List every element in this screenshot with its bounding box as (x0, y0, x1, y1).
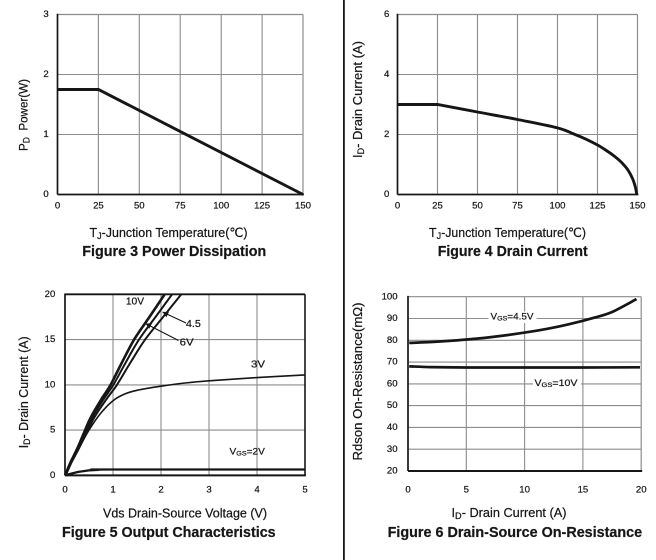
svg-text:TJ-Junction Temperature(℃): TJ-Junction Temperature(℃) (90, 225, 248, 242)
svg-text:ID- Drain Current (A): ID- Drain Current (A) (17, 336, 32, 448)
svg-text:75: 75 (175, 200, 186, 211)
svg-text:10: 10 (519, 484, 530, 495)
svg-text:Figure 5 Output Characteristic: Figure 5 Output Characteristics (62, 525, 276, 541)
svg-text:90: 90 (387, 313, 398, 324)
svg-text:60: 60 (387, 379, 398, 390)
svg-text:0: 0 (395, 200, 400, 211)
svg-text:ID- Drain Current (A): ID- Drain Current (A) (452, 505, 567, 522)
svg-text:1: 1 (43, 129, 48, 140)
svg-text:4: 4 (384, 69, 390, 80)
svg-text:6: 6 (384, 9, 389, 20)
svg-text:20: 20 (636, 484, 647, 495)
svg-text:25: 25 (432, 200, 443, 211)
svg-text:Vds Drain-Source Voltage (V): Vds Drain-Source Voltage (V) (103, 506, 267, 520)
svg-text:100: 100 (549, 200, 565, 211)
svg-text:2: 2 (384, 129, 389, 140)
svg-text:PD Power(W): PD Power(W) (17, 79, 32, 151)
svg-text:Rdson On-Resistance(mΩ): Rdson On-Resistance(mΩ) (350, 303, 365, 461)
svg-text:4.5: 4.5 (186, 319, 201, 330)
svg-text:20: 20 (387, 466, 398, 477)
svg-text:0: 0 (50, 470, 55, 481)
svg-text:3V: 3V (251, 360, 265, 371)
svg-text:5: 5 (50, 425, 55, 436)
svg-text:150: 150 (629, 200, 645, 211)
svg-text:VGS=10V: VGS=10V (535, 378, 579, 389)
svg-text:ID- Drain Current (A): ID- Drain Current (A) (350, 41, 366, 158)
svg-text:20: 20 (45, 289, 56, 300)
svg-text:0: 0 (384, 189, 389, 200)
svg-text:15: 15 (45, 334, 56, 345)
svg-text:125: 125 (254, 200, 270, 211)
svg-text:70: 70 (387, 357, 398, 368)
svg-text:150: 150 (295, 200, 311, 211)
svg-text:50: 50 (387, 400, 398, 411)
svg-text:10V: 10V (126, 296, 145, 307)
svg-text:15: 15 (578, 484, 589, 495)
svg-text:Figure 3 Power Dissipation: Figure 3 Power Dissipation (82, 244, 266, 260)
svg-text:30: 30 (387, 444, 398, 455)
svg-text:50: 50 (472, 200, 483, 211)
svg-text:VGS=4.5V: VGS=4.5V (491, 312, 535, 323)
svg-text:0: 0 (55, 200, 60, 211)
svg-text:10: 10 (45, 380, 56, 391)
svg-text:2: 2 (158, 484, 163, 495)
svg-text:5: 5 (464, 484, 469, 495)
svg-text:75: 75 (512, 200, 523, 211)
svg-text:0: 0 (405, 484, 410, 495)
svg-text:3: 3 (43, 9, 48, 20)
svg-text:1: 1 (110, 484, 115, 495)
svg-text:2: 2 (43, 69, 48, 80)
svg-text:TJ-Junction Temperature(℃): TJ-Junction Temperature(℃) (429, 225, 586, 242)
svg-text:Figure 4 Drain Current: Figure 4 Drain Current (438, 244, 588, 260)
svg-text:125: 125 (589, 200, 605, 211)
svg-text:100: 100 (213, 200, 229, 211)
svg-text:4: 4 (254, 484, 260, 495)
svg-text:100: 100 (382, 291, 398, 302)
svg-text:25: 25 (93, 200, 104, 211)
svg-text:VGS=2V: VGS=2V (230, 446, 266, 457)
svg-text:40: 40 (387, 422, 398, 433)
svg-text:6V: 6V (180, 338, 194, 349)
svg-text:80: 80 (387, 335, 398, 346)
svg-text:50: 50 (134, 200, 145, 211)
svg-text:3: 3 (206, 484, 211, 495)
svg-text:0: 0 (43, 189, 48, 200)
svg-text:0: 0 (62, 484, 67, 495)
svg-text:5: 5 (302, 484, 307, 495)
svg-text:Figure 6 Drain-Source On-Resis: Figure 6 Drain-Source On-Resistance (388, 525, 643, 541)
